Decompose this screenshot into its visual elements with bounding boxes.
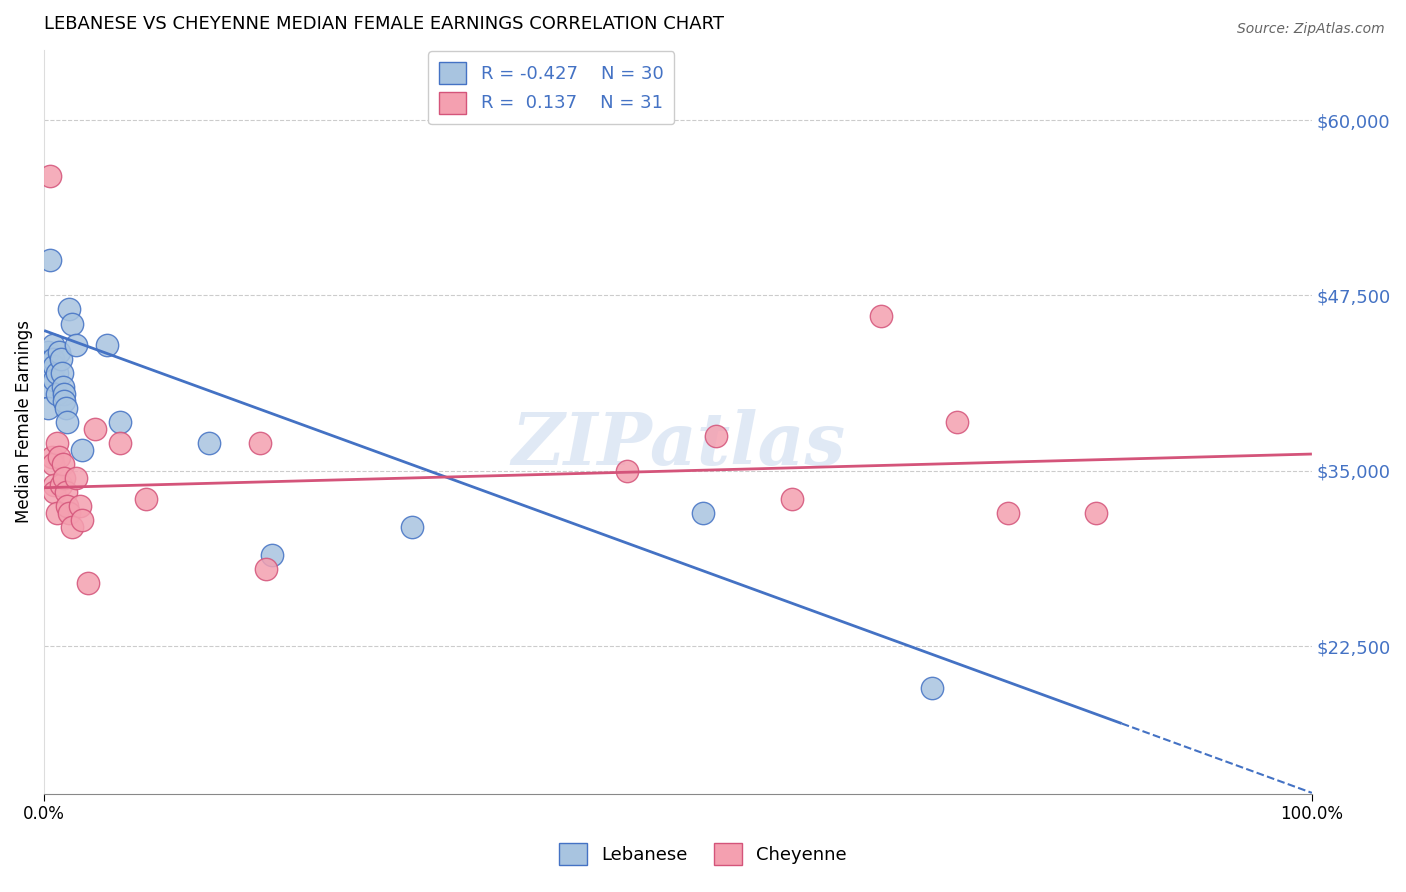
Point — [135, 491, 157, 506]
Point — [60, 520, 83, 534]
Point — [37, 379, 59, 393]
Point — [249, 435, 271, 450]
Point — [45, 506, 67, 520]
Point — [42, 337, 65, 351]
Point — [96, 337, 118, 351]
Point — [44, 484, 66, 499]
Point — [65, 337, 87, 351]
Point — [1085, 506, 1108, 520]
Point — [692, 506, 714, 520]
Text: LEBANESE VS CHEYENNE MEDIAN FEMALE EARNINGS CORRELATION CHART: LEBANESE VS CHEYENNE MEDIAN FEMALE EARNI… — [44, 15, 724, 33]
Point — [37, 344, 59, 359]
Text: ZIPatlas: ZIPatlas — [510, 409, 845, 480]
Point — [997, 506, 1019, 520]
Point — [262, 548, 284, 562]
Point — [39, 169, 62, 183]
Point — [49, 478, 72, 492]
Point — [45, 366, 67, 380]
Legend: Lebanese, Cheyenne: Lebanese, Cheyenne — [550, 834, 856, 874]
Point — [56, 415, 79, 429]
Point — [401, 520, 423, 534]
Point — [53, 471, 76, 485]
Point — [921, 681, 943, 696]
Point — [44, 478, 66, 492]
Point — [51, 366, 73, 380]
Point — [58, 506, 80, 520]
Point — [70, 513, 93, 527]
Point — [48, 450, 70, 464]
Point — [45, 435, 67, 450]
Point — [37, 366, 59, 380]
Point — [55, 484, 77, 499]
Point — [56, 499, 79, 513]
Legend: R = -0.427    N = 30, R =  0.137    N = 31: R = -0.427 N = 30, R = 0.137 N = 31 — [429, 52, 675, 124]
Point — [198, 435, 221, 450]
Y-axis label: Median Female Earnings: Median Female Earnings — [15, 320, 32, 524]
Point — [45, 386, 67, 401]
Point — [42, 351, 65, 366]
Point — [108, 435, 131, 450]
Point — [44, 359, 66, 373]
Point — [52, 379, 75, 393]
Point — [83, 422, 105, 436]
Text: Source: ZipAtlas.com: Source: ZipAtlas.com — [1237, 22, 1385, 37]
Point — [53, 393, 76, 408]
Point — [254, 562, 277, 576]
Point — [780, 491, 803, 506]
Point — [49, 351, 72, 366]
Point — [616, 464, 638, 478]
Point — [77, 576, 100, 591]
Point — [42, 457, 65, 471]
Point — [58, 302, 80, 317]
Point — [52, 457, 75, 471]
Point — [48, 344, 70, 359]
Point — [108, 415, 131, 429]
Point — [39, 253, 62, 268]
Point — [44, 373, 66, 387]
Point — [37, 401, 59, 415]
Point — [55, 401, 77, 415]
Point — [946, 415, 969, 429]
Point — [41, 450, 63, 464]
Point — [704, 429, 727, 443]
Point — [53, 386, 76, 401]
Point — [60, 317, 83, 331]
Point — [70, 442, 93, 457]
Point — [869, 310, 891, 324]
Point — [65, 471, 87, 485]
Point — [69, 499, 91, 513]
